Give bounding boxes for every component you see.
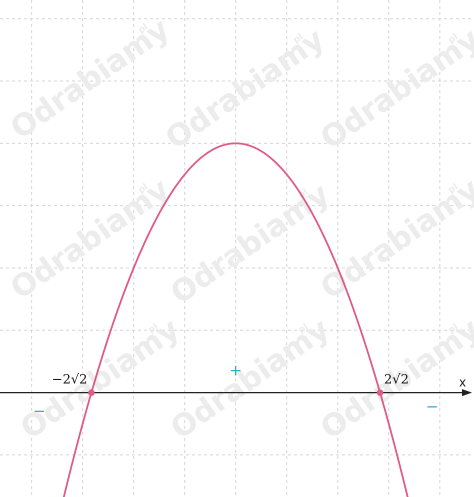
zero-label: −2√2 (52, 373, 88, 388)
sign-mark: − (426, 397, 439, 415)
watermark-text: Odrabiamy (165, 312, 337, 447)
zero-label: 2√2 (384, 373, 409, 388)
watermark-superscript: pl (447, 322, 461, 336)
x-axis-arrow (462, 389, 472, 397)
sign-mark: − (33, 402, 46, 420)
watermark-text: Odrabiamy (5, 172, 177, 307)
zero-point (376, 389, 384, 396)
watermark-text: Odrabiamy (160, 22, 332, 157)
watermark-superscript: pl (297, 187, 311, 201)
watermark-superscript: pl (137, 22, 151, 36)
watermark-text: Odrabiamy (165, 177, 337, 312)
watermark-superscript: pl (292, 32, 306, 46)
curve-layer (62, 142, 409, 497)
watermark-text: Odrabiamy (5, 12, 177, 147)
watermark-superscript: pl (147, 322, 161, 336)
labels-layer: −2√2 2√2 + − − (33, 361, 438, 420)
parabola-curve (62, 142, 409, 497)
zero-point (88, 389, 95, 396)
watermark-text: Odrabiamy (15, 312, 187, 447)
watermark-superscript: pl (447, 32, 461, 46)
watermark-superscript: pl (137, 182, 151, 196)
watermark-superscript: pl (447, 182, 461, 196)
watermark-superscript: pl (297, 322, 311, 336)
sign-mark: + (229, 361, 242, 379)
x-axis-label: x (459, 376, 466, 390)
axes: x (0, 376, 472, 397)
